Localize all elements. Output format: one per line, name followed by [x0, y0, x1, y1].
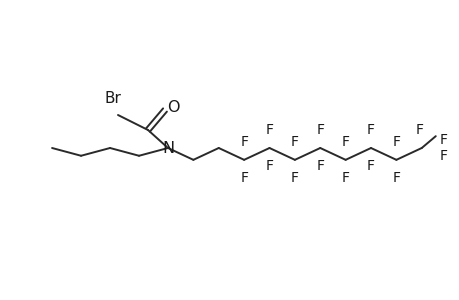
- Text: F: F: [316, 123, 324, 137]
- Text: F: F: [265, 159, 273, 173]
- Text: N: N: [162, 140, 174, 155]
- Text: F: F: [392, 171, 399, 185]
- Text: F: F: [439, 133, 447, 147]
- Text: F: F: [415, 123, 423, 137]
- Text: F: F: [392, 135, 399, 149]
- Text: F: F: [316, 159, 324, 173]
- Text: F: F: [341, 171, 349, 185]
- Text: F: F: [240, 171, 247, 185]
- Text: F: F: [265, 123, 273, 137]
- Text: F: F: [240, 135, 247, 149]
- Text: F: F: [439, 149, 447, 163]
- Text: Br: Br: [104, 91, 121, 106]
- Text: F: F: [366, 159, 374, 173]
- Text: O: O: [166, 100, 179, 115]
- Text: F: F: [366, 123, 374, 137]
- Text: F: F: [290, 135, 298, 149]
- Text: F: F: [341, 135, 349, 149]
- Text: F: F: [290, 171, 298, 185]
